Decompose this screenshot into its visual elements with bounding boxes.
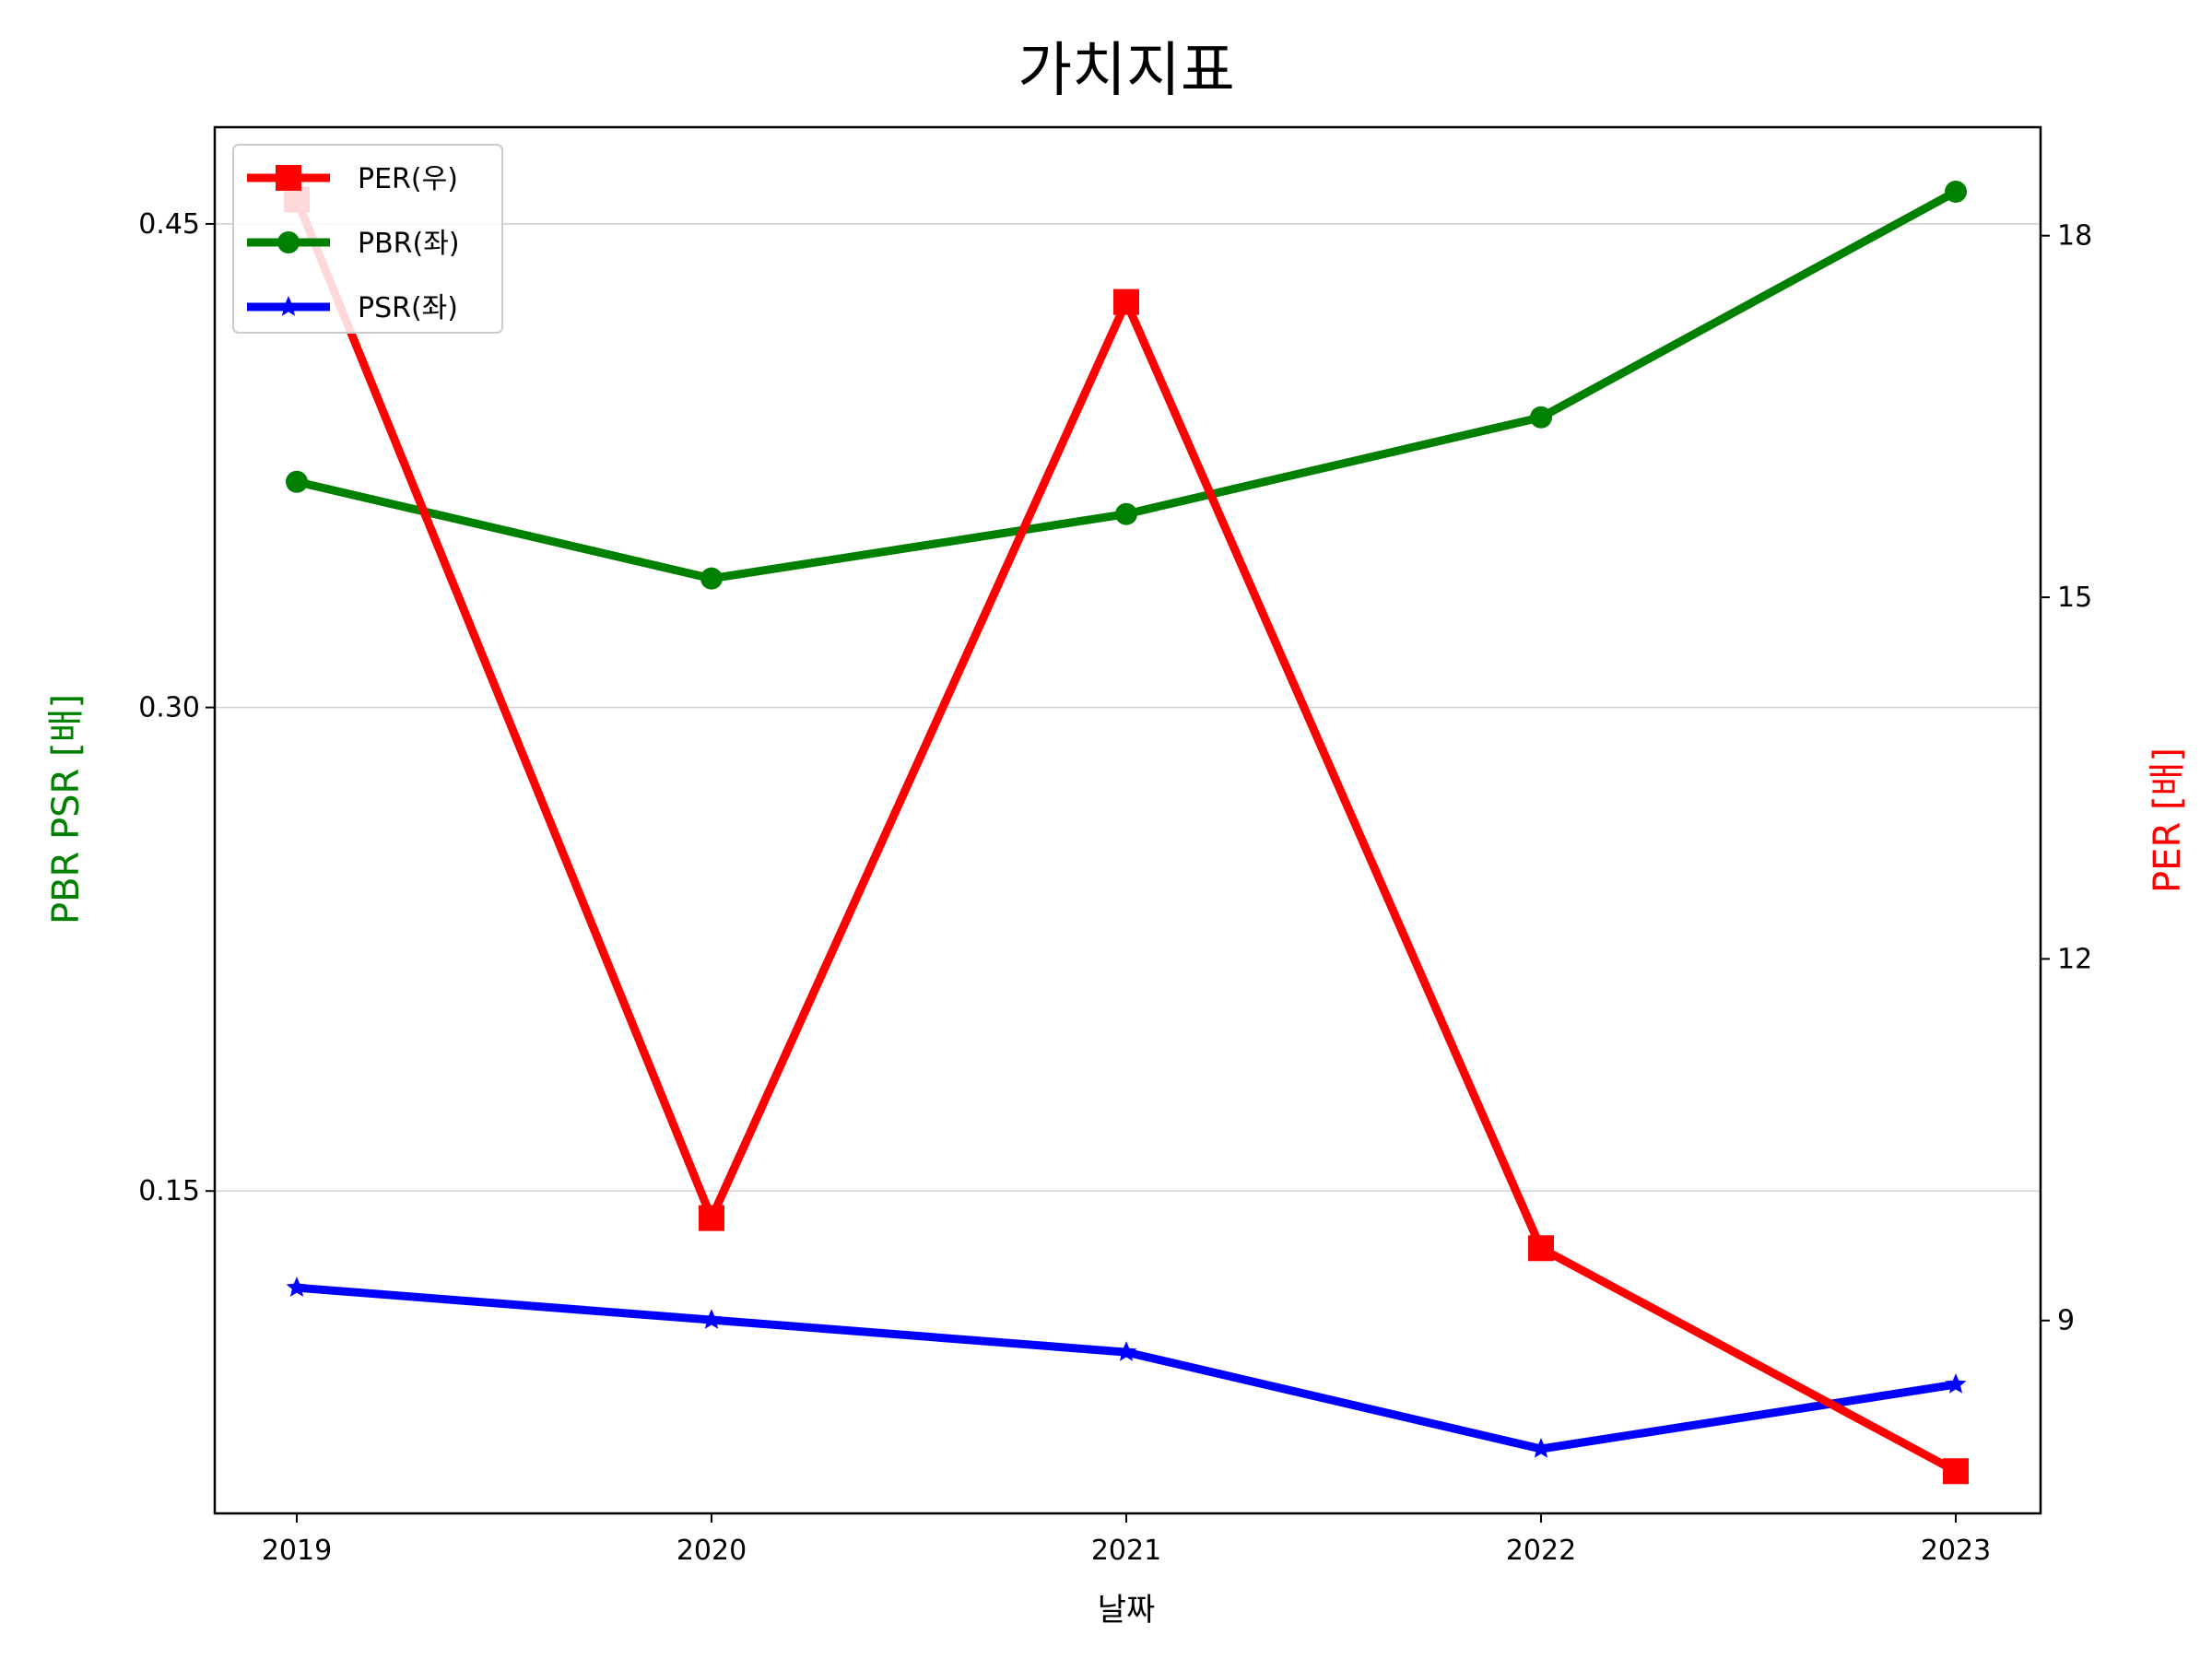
psr-marker bbox=[1115, 1341, 1137, 1361]
chart-title: 가치지표 bbox=[1018, 37, 1235, 105]
per-marker bbox=[699, 1205, 724, 1231]
x-tick-label: 2019 bbox=[262, 1535, 332, 1567]
left-y-axis: 0.15 0.30 0.45 bbox=[138, 208, 215, 1207]
x-tick-label: 2020 bbox=[677, 1535, 747, 1567]
pbr-marker bbox=[1115, 502, 1137, 525]
right-y-tick-label: 18 bbox=[2057, 220, 2092, 253]
psr-marker bbox=[277, 296, 300, 316]
per-marker bbox=[276, 165, 301, 191]
psr-marker bbox=[1530, 1438, 1552, 1458]
grid-lines bbox=[215, 223, 2041, 1192]
right-y-tick-label: 12 bbox=[2057, 943, 2092, 975]
legend-label-per: PER(우) bbox=[358, 163, 458, 195]
pbr-marker bbox=[286, 470, 308, 493]
right-y-axis-label: PER [배] bbox=[2147, 747, 2189, 893]
pbr-marker bbox=[277, 231, 300, 253]
legend: PER(우) PBR(좌) PSR(좌) bbox=[232, 144, 503, 334]
x-tick-label: 2021 bbox=[1091, 1535, 1161, 1567]
plot-area bbox=[213, 125, 2042, 1515]
per-marker bbox=[1113, 288, 1139, 315]
left-y-tick-label: 0.45 bbox=[138, 208, 200, 241]
legend-box bbox=[232, 144, 503, 334]
right-y-tick-label: 15 bbox=[2057, 582, 2092, 614]
x-axis-label: 날짜 bbox=[1098, 1592, 1156, 1629]
psr-marker bbox=[700, 1309, 723, 1329]
left-y-tick-label: 0.30 bbox=[138, 692, 200, 724]
pbr-marker bbox=[1530, 406, 1552, 429]
left-y-axis-label: PBR PSR [배] bbox=[45, 694, 88, 924]
legend-label-psr: PSR(좌) bbox=[358, 292, 458, 324]
left-y-tick-label: 0.15 bbox=[138, 1175, 200, 1207]
pbr-marker bbox=[1945, 180, 1967, 203]
psr-line bbox=[292, 1283, 1960, 1453]
right-y-tick-label: 9 bbox=[2057, 1305, 2075, 1337]
right-y-axis: 9 12 15 18 bbox=[2041, 220, 2092, 1337]
series-layer bbox=[284, 180, 1969, 1485]
psr-marker bbox=[286, 1277, 308, 1297]
legend-label-pbr: PBR(좌) bbox=[358, 228, 460, 260]
per-marker bbox=[1943, 1458, 1969, 1485]
x-axis: 2019 2020 2021 2022 2023 bbox=[262, 1513, 1991, 1567]
per-marker bbox=[1528, 1235, 1554, 1262]
per-line bbox=[292, 195, 1960, 1476]
psr-marker bbox=[1945, 1373, 1967, 1394]
pbr-marker bbox=[700, 567, 723, 590]
x-tick-label: 2022 bbox=[1506, 1535, 1576, 1567]
x-tick-label: 2023 bbox=[1921, 1535, 1991, 1567]
